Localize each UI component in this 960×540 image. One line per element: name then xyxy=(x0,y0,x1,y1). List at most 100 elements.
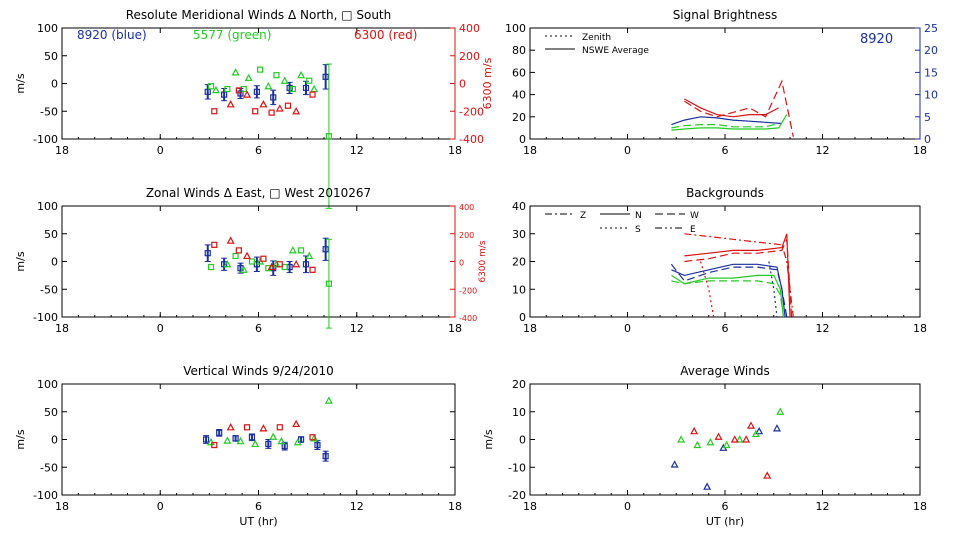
data-point-5577 xyxy=(310,84,319,93)
plot-title: Vertical Winds 9/24/2010 xyxy=(183,364,334,378)
data-point-6300 xyxy=(714,432,723,440)
data-point-5577 xyxy=(288,246,297,254)
data-point-6300 xyxy=(226,100,235,108)
data-point-6300 xyxy=(309,266,316,273)
data-point-5577 xyxy=(265,265,272,272)
series-line-W xyxy=(670,263,788,318)
x-tick-label: 12 xyxy=(816,144,830,157)
y-tick-label: 50 xyxy=(44,406,58,419)
y2-tick-label: 10 xyxy=(924,89,938,102)
data-point-8920 xyxy=(253,88,260,95)
x-tick-label: 6 xyxy=(722,500,729,513)
y-tick-label: -100 xyxy=(33,489,58,502)
series-line-6300 xyxy=(684,98,779,118)
data-point-5577 xyxy=(305,251,314,260)
plot-frame xyxy=(61,27,456,140)
data-point-6300 xyxy=(276,261,283,268)
data-point-5577 xyxy=(776,407,785,415)
data-point-6300 xyxy=(292,106,301,115)
data-point-8920 xyxy=(204,250,211,257)
y-tick-label: 100 xyxy=(37,22,58,35)
data-point-8920 xyxy=(248,434,256,441)
y-tick-label: 0 xyxy=(51,256,58,269)
data-point-8920 xyxy=(322,246,329,253)
series-line-8920 xyxy=(671,116,782,126)
x-axis-label: UT (hr) xyxy=(239,515,277,528)
data-point-6300 xyxy=(690,426,699,435)
data-point-6300 xyxy=(267,262,276,271)
series-line-5577 xyxy=(671,122,779,129)
data-point-6300 xyxy=(252,108,259,115)
data-point-6300 xyxy=(211,241,218,248)
data-point-6300 xyxy=(292,419,301,428)
y-tick-label: 0 xyxy=(519,434,526,447)
series-line-W xyxy=(671,280,785,318)
x-tick-label: 0 xyxy=(624,322,631,335)
panel-meridional-winds: Resolute Meridional Winds Δ North, □ Sou… xyxy=(14,8,494,209)
data-point-5577 xyxy=(207,83,215,90)
x-tick-label: 18 xyxy=(55,322,69,335)
data-point-6300 xyxy=(226,236,235,244)
data-point-5577 xyxy=(722,440,731,449)
y-tick-label: 10 xyxy=(512,406,526,419)
data-point-6300 xyxy=(284,102,292,109)
data-point-8920 xyxy=(755,426,764,435)
y-tick-label: 0 xyxy=(51,78,58,91)
data-point-6300 xyxy=(235,247,242,254)
y2-tick-label: 15 xyxy=(924,66,938,79)
data-point-5577 xyxy=(293,438,302,446)
data-point-6300 xyxy=(268,109,275,116)
data-point-5577 xyxy=(224,85,231,93)
series-line-N xyxy=(684,233,791,318)
plot-title: Signal Brightness xyxy=(673,8,778,22)
data-point-8920 xyxy=(286,84,293,92)
x-tick-label: 12 xyxy=(350,144,364,157)
data-point-5577 xyxy=(325,280,333,287)
data-point-8920 xyxy=(204,88,211,95)
y-tick-label: -50 xyxy=(40,283,58,296)
data-point-5577 xyxy=(297,247,305,254)
y-tick-label: 20 xyxy=(512,378,526,391)
data-point-5577 xyxy=(310,434,319,442)
y-tick-label: -50 xyxy=(40,105,58,118)
data-point-6300 xyxy=(730,435,739,443)
y2-axis-label: 6300 m/s xyxy=(478,240,488,283)
data-point-6300 xyxy=(259,100,268,108)
y2-tick-label: 0 xyxy=(459,78,466,91)
y-tick-label: 0 xyxy=(51,434,58,447)
series-line-6300 xyxy=(684,79,794,137)
legend-label: Z xyxy=(580,211,586,221)
data-point-5577 xyxy=(272,260,281,268)
data-point-5577 xyxy=(236,436,245,445)
y-tick-label: 50 xyxy=(44,228,58,241)
plot-title: Zonal Winds Δ East, □ West 2010267 xyxy=(146,186,371,200)
data-point-8920 xyxy=(322,453,329,460)
y2-tick-label: 0 xyxy=(924,133,931,146)
plot-frame xyxy=(529,383,921,496)
legend-label: W xyxy=(690,211,699,221)
series-line-W xyxy=(684,239,793,318)
data-point-6300 xyxy=(243,90,252,98)
data-point-6300 xyxy=(226,423,235,431)
data-point-5577 xyxy=(277,436,286,445)
legend-entry: 8920 (blue) xyxy=(77,28,147,42)
data-point-8920 xyxy=(232,435,239,442)
x-tick-label: 18 xyxy=(913,500,927,513)
y-axis-label: m/s xyxy=(482,429,495,449)
data-point-5577 xyxy=(207,263,215,271)
plot-frame xyxy=(61,383,456,496)
series-line-S xyxy=(768,261,778,318)
panel-average-winds: Average Winds 18 0 6 12 18 20 10 0 -10 -20 m/s UT (h… xyxy=(482,364,927,528)
data-point-5577 xyxy=(325,133,333,140)
data-point-5577 xyxy=(281,263,288,271)
data-point-5577 xyxy=(751,429,760,438)
data-point-6300 xyxy=(763,471,772,479)
panel-annotation: 8920 xyxy=(860,32,893,47)
data-point-8920 xyxy=(216,429,223,436)
x-tick-label: 18 xyxy=(523,500,537,513)
data-point-5577 xyxy=(248,258,256,265)
data-point-5577 xyxy=(223,436,232,444)
data-point-5577 xyxy=(306,77,313,84)
data-point-6300 xyxy=(260,255,267,262)
x-tick-label: 12 xyxy=(350,500,364,513)
